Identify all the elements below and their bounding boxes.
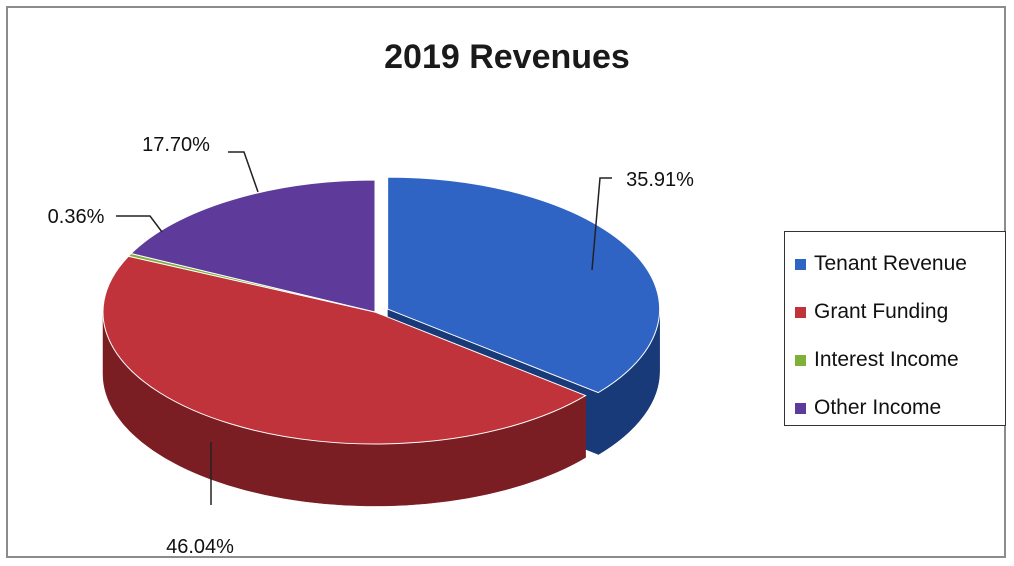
- chart-title: 2019 Revenues: [384, 38, 630, 76]
- legend-swatch: [795, 258, 806, 270]
- data-label-tenant-revenue: 35.91%: [626, 169, 694, 191]
- legend-item-grant-funding: Grant Funding: [795, 288, 1005, 336]
- legend-swatch: [795, 402, 806, 414]
- leader-line-other-income: [228, 151, 259, 193]
- legend-label: Grant Funding: [814, 300, 949, 323]
- legend-item-other-income: Other Income: [795, 384, 1005, 432]
- leader-line-interest-income: [116, 215, 163, 233]
- legend-label: Tenant Revenue: [814, 252, 967, 275]
- legend-label: Other Income: [814, 396, 942, 419]
- data-label-grant-funding: 46.04%: [166, 536, 234, 558]
- slice-grant-funding: [102, 255, 587, 445]
- chart-legend: Tenant Revenue Grant Funding Interest In…: [784, 231, 1006, 426]
- leader-line-tenant-revenue: [591, 177, 612, 271]
- legend-swatch: [795, 306, 806, 318]
- legend-swatch: [795, 354, 806, 366]
- legend-label: Interest Income: [814, 348, 959, 371]
- data-label-other-income: 17.70%: [142, 134, 210, 156]
- data-label-interest-income: 0.36%: [48, 206, 105, 228]
- slice-tenant-revenue: [387, 176, 661, 394]
- legend-item-interest-income: Interest Income: [795, 336, 1005, 384]
- slice-other-income: [130, 179, 376, 313]
- legend-item-tenant-revenue: Tenant Revenue: [795, 240, 1005, 288]
